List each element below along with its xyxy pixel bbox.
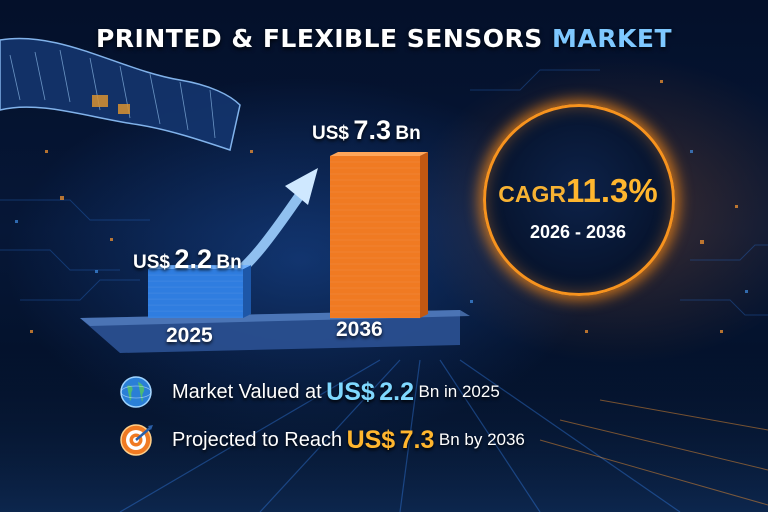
bar-2036 [330,151,428,319]
cagr-value: 11.3% [565,172,658,209]
info-valued-value: 2.2 [379,377,415,406]
page-title: PRINTED & FLEXIBLE SENSORS MARKET [0,24,768,53]
globe-icon [120,376,152,408]
info-line-projected: Projected to Reach US$ 7.3 Bn by 2036 [120,422,525,458]
category-label-2025: 2025 [166,324,213,347]
cagr-label: CAGR [498,181,566,207]
title-main: PRINTED & FLEXIBLE SENSORS [95,24,543,53]
info-line-valued: Market Valued at US$ 2.2 Bn in 2025 [120,374,500,410]
bar-2025 [148,265,251,318]
info-projected-suffix: Bn by 2036 [438,430,525,449]
info-valued-prefix: Market Valued at [172,380,322,403]
bar-value-label-2036: US$ 7.3 Bn [312,115,421,145]
category-label-2036: 2036 [336,318,383,341]
growth-arrow-head [285,168,318,205]
cagr-text: CAGR11.3% [490,172,666,210]
cagr-period: 2026 - 2036 [529,222,627,242]
info-valued-currency: US$ [326,377,375,406]
info-valued-suffix: Bn in 2025 [418,382,500,401]
info-projected-value: 7.3 [399,425,435,454]
title-highlight: MARKET [552,24,673,53]
info-projected-currency: US$ [346,425,396,454]
target-icon [120,424,153,456]
info-projected-prefix: Projected to Reach [172,428,343,451]
cagr-badge [483,104,675,296]
bar-value-label-2025: US$ 2.2 Bn [133,244,242,274]
